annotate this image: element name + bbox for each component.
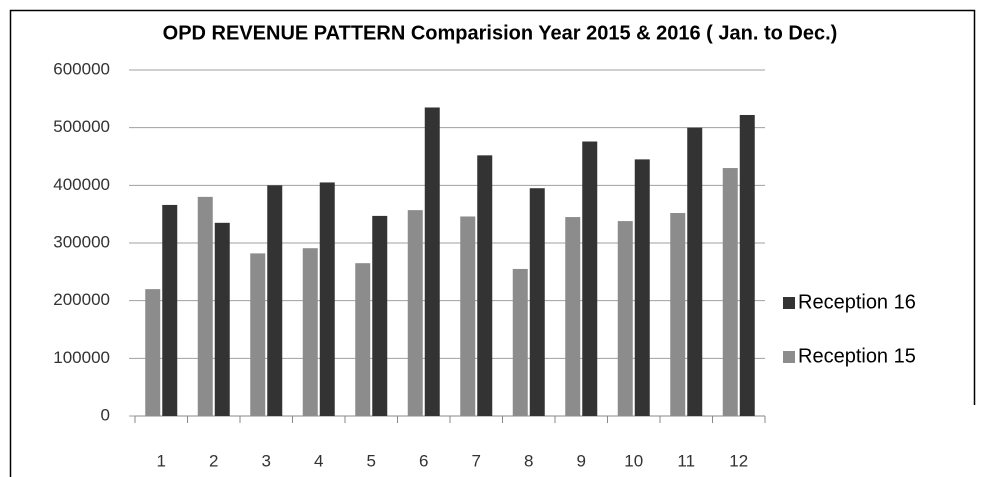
bar: [477, 155, 493, 416]
y-tick-label: 200000: [53, 290, 110, 309]
bar: [214, 222, 230, 416]
x-tick-label: 2: [209, 451, 218, 470]
bar: [424, 107, 440, 416]
x-tick-label: 6: [419, 451, 428, 470]
bar: [739, 114, 755, 416]
x-tick-label: 4: [314, 451, 323, 470]
bar: [355, 263, 371, 416]
y-tick-label: 400000: [53, 175, 110, 194]
x-tick-label: 9: [577, 451, 586, 470]
y-tick-label: 600000: [53, 59, 110, 78]
x-tick-label: 5: [367, 451, 376, 470]
bar: [319, 182, 335, 416]
bar: [617, 221, 633, 416]
x-tick-label: 11: [677, 451, 695, 470]
chart-title: OPD REVENUE PATTERN Comparision Year 201…: [163, 22, 838, 44]
x-tick-label: 10: [624, 451, 643, 470]
x-tick-label: 7: [472, 451, 481, 470]
bar: [197, 196, 213, 416]
x-tick-label: 1: [157, 451, 166, 470]
bar: [267, 185, 283, 416]
bar: [162, 204, 178, 416]
x-tick-label: 8: [524, 451, 533, 470]
legend-swatch: [783, 351, 795, 363]
bar: [302, 248, 318, 416]
bar: [565, 217, 581, 416]
legend-label: Reception 15: [798, 345, 916, 367]
legend-label: Reception 16: [798, 291, 916, 313]
y-tick-label: 0: [101, 405, 110, 424]
bar: [529, 188, 545, 416]
frame: [9, 9, 976, 477]
bar: [460, 216, 476, 416]
bar: [670, 213, 686, 416]
bar: [407, 210, 423, 416]
bar: [582, 141, 598, 417]
y-tick-label: 300000: [53, 232, 110, 251]
x-tick-label: 3: [262, 451, 271, 470]
legend-swatch: [783, 297, 795, 309]
bar: [687, 127, 703, 417]
y-tick-label: 500000: [53, 117, 110, 136]
x-tick-label: 12: [729, 451, 748, 470]
bar: [722, 168, 738, 416]
bar: [512, 268, 528, 416]
bar: [145, 289, 161, 416]
y-tick-label: 100000: [53, 348, 110, 367]
bar: [250, 253, 266, 416]
bar: [634, 159, 650, 416]
bar: [372, 215, 388, 416]
